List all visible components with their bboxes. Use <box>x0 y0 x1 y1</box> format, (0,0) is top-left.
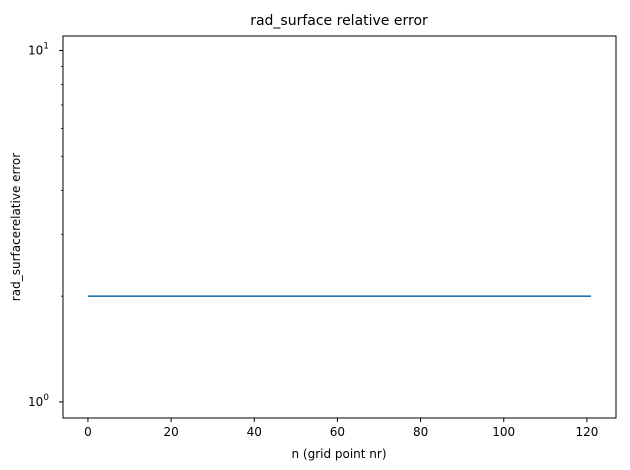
x-tick-label: 120 <box>575 425 598 439</box>
y-tick-label: 100 <box>28 393 49 409</box>
plot-frame <box>62 35 617 419</box>
x-tick-label: 40 <box>247 425 262 439</box>
x-axis: 0 20 40 60 80 100 120 <box>84 418 598 439</box>
x-axis-label: n (grid point nr) <box>291 447 386 461</box>
x-tick-label: 100 <box>492 425 515 439</box>
chart-title: rad_surface relative error <box>250 13 428 29</box>
x-tick-label: 60 <box>330 425 345 439</box>
x-tick-label: 0 <box>84 425 92 439</box>
y-axis: 100 101 <box>28 42 63 409</box>
x-tick-label: 80 <box>413 425 428 439</box>
y-axis-label: rad_surfacerelative error <box>9 153 23 301</box>
x-tick-label: 20 <box>163 425 178 439</box>
y-tick-label: 101 <box>28 42 49 58</box>
